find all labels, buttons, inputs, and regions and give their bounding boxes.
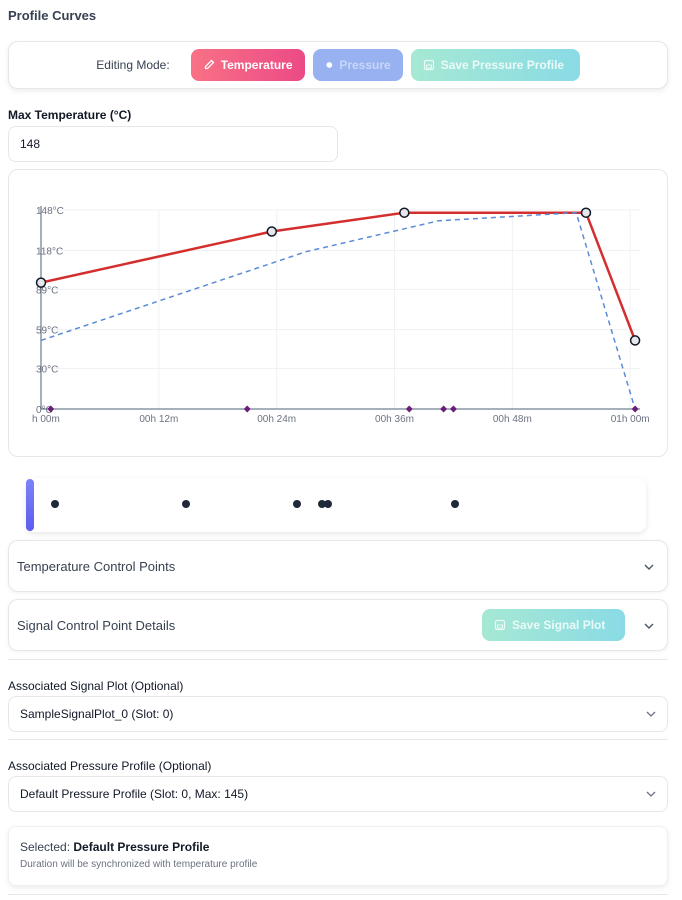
profile-chart-card: 0°C 30°C 59°C 89°C 118°C 148°C h 00m 00h 12m 00h… <box>8 169 668 457</box>
save-signal-plot-label: Save Signal Plot <box>512 618 606 632</box>
signal-timeline-handle[interactable] <box>26 479 34 531</box>
chevron-down-icon[interactable] <box>639 618 659 632</box>
x-tick-label: 00h 24m <box>257 414 296 425</box>
editing-mode-bar: Editing Mode: Temperature Pressure Save … <box>8 41 668 89</box>
pressure-mode-label: Pressure <box>339 58 391 72</box>
temperature-control-point[interactable] <box>35 277 47 288</box>
signal-marker <box>405 405 413 413</box>
chevron-down-icon <box>646 711 656 717</box>
signal-control-point-details-title: Signal Control Point Details <box>17 617 176 633</box>
x-tick-label: 00h 12m <box>139 414 178 425</box>
signal-marker <box>440 405 448 413</box>
signal-marker <box>449 405 457 413</box>
divider <box>8 894 668 895</box>
signal-marker <box>243 405 251 413</box>
signal-marker <box>47 405 55 413</box>
temperature-control-points-accordion[interactable]: Temperature Control Points <box>8 540 668 592</box>
save-signal-plot-button[interactable]: Save Signal Plot <box>482 609 625 641</box>
pressure-profile-select[interactable]: Default Pressure Profile (Slot: 0, Max: … <box>8 776 668 812</box>
selected-profile-info: Selected: Default Pressure Profile Durat… <box>8 826 668 886</box>
max-temperature-input[interactable]: 148 <box>8 126 338 162</box>
max-temperature-label: Max Temperature (°C) <box>8 108 132 122</box>
chevron-down-icon[interactable] <box>639 559 659 573</box>
y-tick-label: 148°C <box>36 206 64 217</box>
y-tick-label: 59°C <box>36 326 58 337</box>
y-tick-label: 118°C <box>36 246 63 257</box>
x-tick-label: 00h 36m <box>375 414 414 425</box>
thermometer-icon <box>204 59 215 70</box>
selected-profile-line: Selected: Default Pressure Profile <box>20 840 656 854</box>
signal-plot-label: Associated Signal Plot (Optional) <box>8 679 184 693</box>
signal-point[interactable] <box>317 500 326 508</box>
pressure-profile-value: Default Pressure Profile (Slot: 0, Max: … <box>20 787 249 801</box>
signal-point[interactable] <box>51 500 60 508</box>
pressure-profile-label: Associated Pressure Profile (Optional) <box>8 759 212 773</box>
editing-mode-label: Editing Mode: <box>96 58 170 72</box>
signal-point[interactable] <box>293 500 302 508</box>
signal-timeline[interactable] <box>26 478 646 532</box>
save-pressure-profile-button[interactable]: Save Pressure Profile <box>410 49 580 81</box>
divider <box>8 659 668 660</box>
y-tick-label: 0°C <box>36 405 53 416</box>
save-icon <box>494 619 506 631</box>
temperature-control-point[interactable] <box>399 207 410 218</box>
y-tick-label: 30°C <box>36 365 58 376</box>
divider <box>8 739 668 740</box>
page-title: Profile Curves <box>8 8 97 23</box>
save-pressure-profile-label: Save Pressure Profile <box>440 58 565 72</box>
pressure-curve <box>40 211 636 410</box>
y-tick-label: 89°C <box>36 285 58 296</box>
temperature-mode-button[interactable]: Temperature <box>190 49 305 81</box>
signal-control-point-details-accordion[interactable]: Signal Control Point Details Save Signal… <box>8 599 668 651</box>
temperature-control-point[interactable] <box>580 207 592 218</box>
gauge-icon <box>326 62 332 68</box>
profile-chart[interactable]: 0°C 30°C 59°C 89°C 118°C 148°C h 00m 00h 12m 00h… <box>9 170 669 458</box>
signal-point[interactable] <box>451 500 460 508</box>
temperature-mode-label: Temperature <box>220 58 293 72</box>
sync-note: Duration will be synchronized with tempe… <box>20 859 258 870</box>
pressure-mode-button[interactable]: Pressure <box>312 49 403 81</box>
temperature-control-point[interactable] <box>266 226 278 237</box>
selected-profile-name: Default Pressure Profile <box>73 840 210 854</box>
signal-point[interactable] <box>324 500 333 508</box>
signal-plot-select[interactable]: SampleSignalPlot_0 (Slot: 0) <box>8 696 668 732</box>
x-tick-label: 01h 00m <box>611 414 650 425</box>
signal-marker <box>631 405 639 413</box>
chevron-down-icon <box>646 791 656 797</box>
temperature-curve <box>40 211 637 341</box>
save-icon <box>423 59 434 71</box>
selected-prefix: Selected: <box>20 840 71 854</box>
temperature-control-point[interactable] <box>629 335 641 346</box>
temperature-control-points-title: Temperature Control Points <box>17 558 176 574</box>
x-tick-label: 00h 48m <box>493 414 532 425</box>
x-tick-label: h 00m <box>32 414 60 425</box>
signal-plot-value: SampleSignalPlot_0 (Slot: 0) <box>20 707 174 721</box>
signal-point[interactable] <box>181 500 190 508</box>
